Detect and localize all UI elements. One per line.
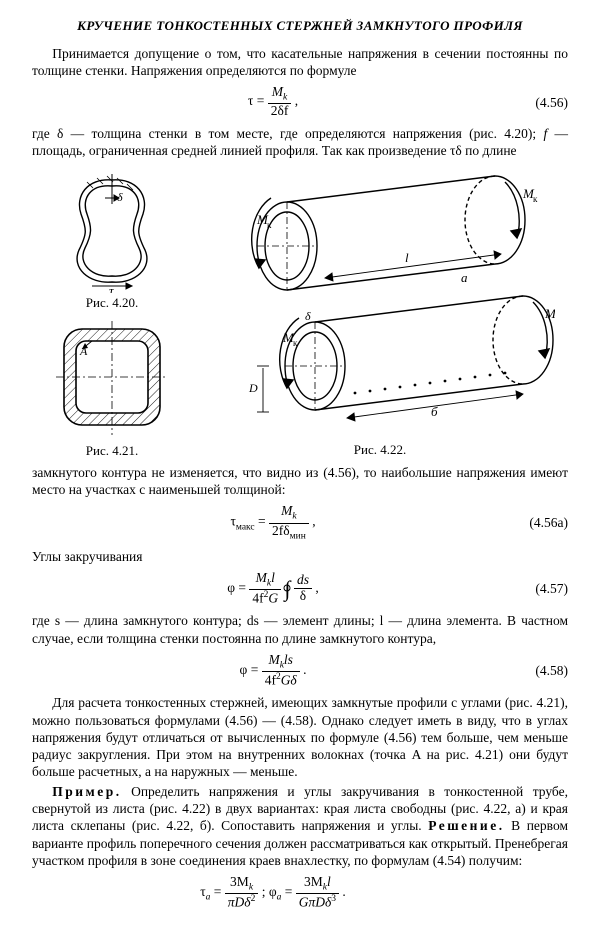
eq-num: M: [268, 652, 279, 667]
eq-sub: k: [283, 93, 287, 103]
eq-den: 4f: [265, 673, 276, 688]
eq-lhs: φ: [269, 884, 277, 899]
page-title: КРУЧЕНИЕ ТОНКОСТЕННЫХ СТЕРЖНЕЙ ЗАМКНУТОГ…: [32, 18, 568, 35]
equation-4-58: φ = Mkls 4f2Gδ . (4.58): [32, 653, 568, 688]
eq-tail: .: [303, 662, 306, 677]
eq-eq: =: [255, 514, 266, 529]
svg-text:D: D: [248, 381, 258, 395]
svg-text:a: a: [461, 270, 468, 285]
svg-text:τ: τ: [109, 283, 115, 293]
paragraph-3: замкнутого контура не изменяется, что ви…: [32, 464, 568, 499]
eq-tail: .: [342, 884, 345, 899]
svg-text:б: б: [431, 404, 438, 419]
figure-4-20: δ τ: [57, 168, 167, 293]
paragraph-where: где δ — толщина стенки в том месте, где …: [32, 125, 568, 160]
eq-sub: k: [292, 512, 296, 522]
eq-sub: k: [249, 883, 253, 893]
eq-number: (4.56а): [514, 514, 568, 531]
eq-num: M: [281, 503, 292, 518]
figures-block: δ τ Рис. 4.20. A Рис. 4.21.: [32, 168, 568, 460]
equation-4-54-result: τa = 3Mk πDδ2 ; φa = 3Mkl GπDδ3 .: [32, 875, 568, 910]
eq-sub: макс: [236, 523, 255, 533]
eq-tail: ,: [295, 93, 298, 108]
label-example: Пример.: [52, 784, 121, 799]
eq-num: 3M: [304, 874, 323, 889]
eq-tail: ,: [315, 580, 318, 595]
eq-number: (4.56): [514, 94, 568, 111]
equation-4-56a: τмакс = Mk 2fδмин , (4.56а): [32, 504, 568, 541]
eq-eq: =: [281, 884, 292, 899]
svg-text:M: M: [544, 306, 555, 321]
svg-text:к: к: [267, 220, 272, 230]
label-solution: Решение.: [428, 818, 504, 833]
paragraph-example: Пример. Определить напряжения и углы зак…: [32, 783, 568, 869]
eq-num: ls: [284, 652, 293, 667]
fig-caption-422: Рис. 4.22.: [192, 442, 568, 459]
eq-den: Gδ: [281, 673, 297, 688]
eq-num: 3M: [230, 874, 249, 889]
eq-den: πDδ: [228, 895, 251, 910]
paragraph-4: Углы закручивания: [32, 548, 568, 565]
eq-lhs: φ =: [227, 580, 246, 595]
eq-lhs: τ =: [248, 93, 264, 108]
paragraph-intro: Принимается допущение о том, что касател…: [32, 45, 568, 80]
eq-number: (4.58): [514, 662, 568, 679]
figure-4-22: l a б Mк Mк Mк Mк D δ: [205, 168, 555, 440]
figure-4-21: A: [50, 319, 174, 441]
eq-lhs: φ =: [240, 662, 259, 677]
svg-text:к: к: [293, 338, 298, 348]
eq-den: δ: [294, 589, 312, 604]
svg-text:l: l: [405, 250, 409, 265]
svg-text:к: к: [533, 194, 538, 204]
fig-caption-421: Рис. 4.21.: [32, 443, 192, 460]
eq-den: 2δf: [268, 104, 292, 119]
eq-num: ds: [294, 573, 312, 589]
paragraph-6: Для расчета тонкостенных стержней, имеющ…: [32, 694, 568, 780]
eq-den: 4f: [252, 591, 263, 606]
eq-sub: мин: [290, 531, 306, 541]
svg-text:δ: δ: [305, 309, 311, 323]
eq-num: M: [272, 84, 283, 99]
contour-integral-icon: ∫: [285, 580, 291, 598]
text: где δ — толщина стенки в том месте, где …: [32, 126, 543, 141]
eq-num: M: [256, 570, 267, 585]
separator: ;: [262, 884, 269, 899]
svg-text:δ: δ: [117, 190, 123, 204]
eq-num: l: [271, 570, 275, 585]
eq-den: GπDδ: [299, 895, 332, 910]
equation-4-56: τ = Mk 2δf , (4.56): [32, 85, 568, 119]
eq-den: 2fδ: [272, 523, 290, 538]
paragraph-5: где s — длина замкнутого контура; ds — э…: [32, 612, 568, 647]
eq-num: l: [327, 874, 331, 889]
eq-number: (4.57): [514, 580, 568, 597]
equation-4-57: φ = Mkl 4f2G ∫ ds δ , (4.57): [32, 571, 568, 606]
eq-sup: 2: [251, 894, 256, 904]
eq-den: G: [268, 591, 278, 606]
eq-tail: ,: [312, 514, 315, 529]
fig-caption-420: Рис. 4.20.: [32, 295, 192, 312]
eq-eq: =: [210, 884, 221, 899]
eq-sup: 3: [331, 894, 336, 904]
